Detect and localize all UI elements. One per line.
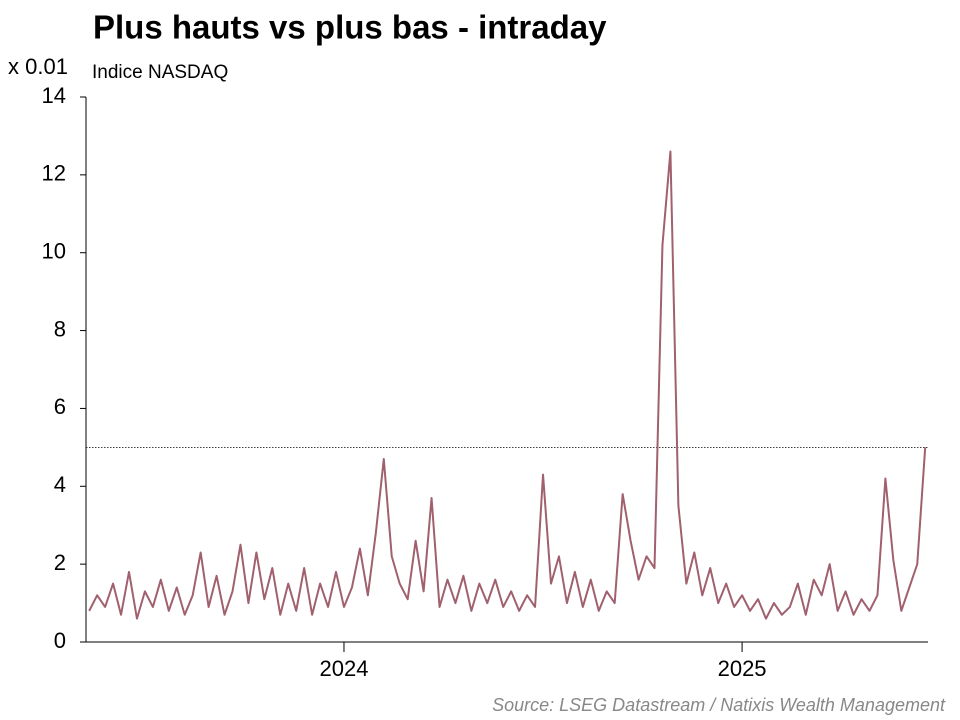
y-tick-label: 10 <box>42 239 66 264</box>
x-tick-label: 2025 <box>718 656 767 681</box>
chart-title: Plus hauts vs plus bas - intraday <box>93 9 607 46</box>
data-line <box>88 150 927 620</box>
chart-subtitle: Indice NASDAQ <box>92 62 228 83</box>
y-unit-label: x 0.01 <box>8 54 68 79</box>
source-note: Source: LSEG Datastream / Natixis Wealth… <box>492 695 946 715</box>
y-tick-label: 6 <box>54 394 66 419</box>
y-tick-label: 14 <box>42 83 66 108</box>
y-tick-label: 12 <box>42 161 66 186</box>
y-tick-label: 0 <box>54 628 66 653</box>
y-tick-label: 4 <box>54 472 66 497</box>
x-tick-label: 2024 <box>319 656 368 681</box>
y-tick-label: 2 <box>54 550 66 575</box>
y-tick-label: 8 <box>54 316 66 341</box>
